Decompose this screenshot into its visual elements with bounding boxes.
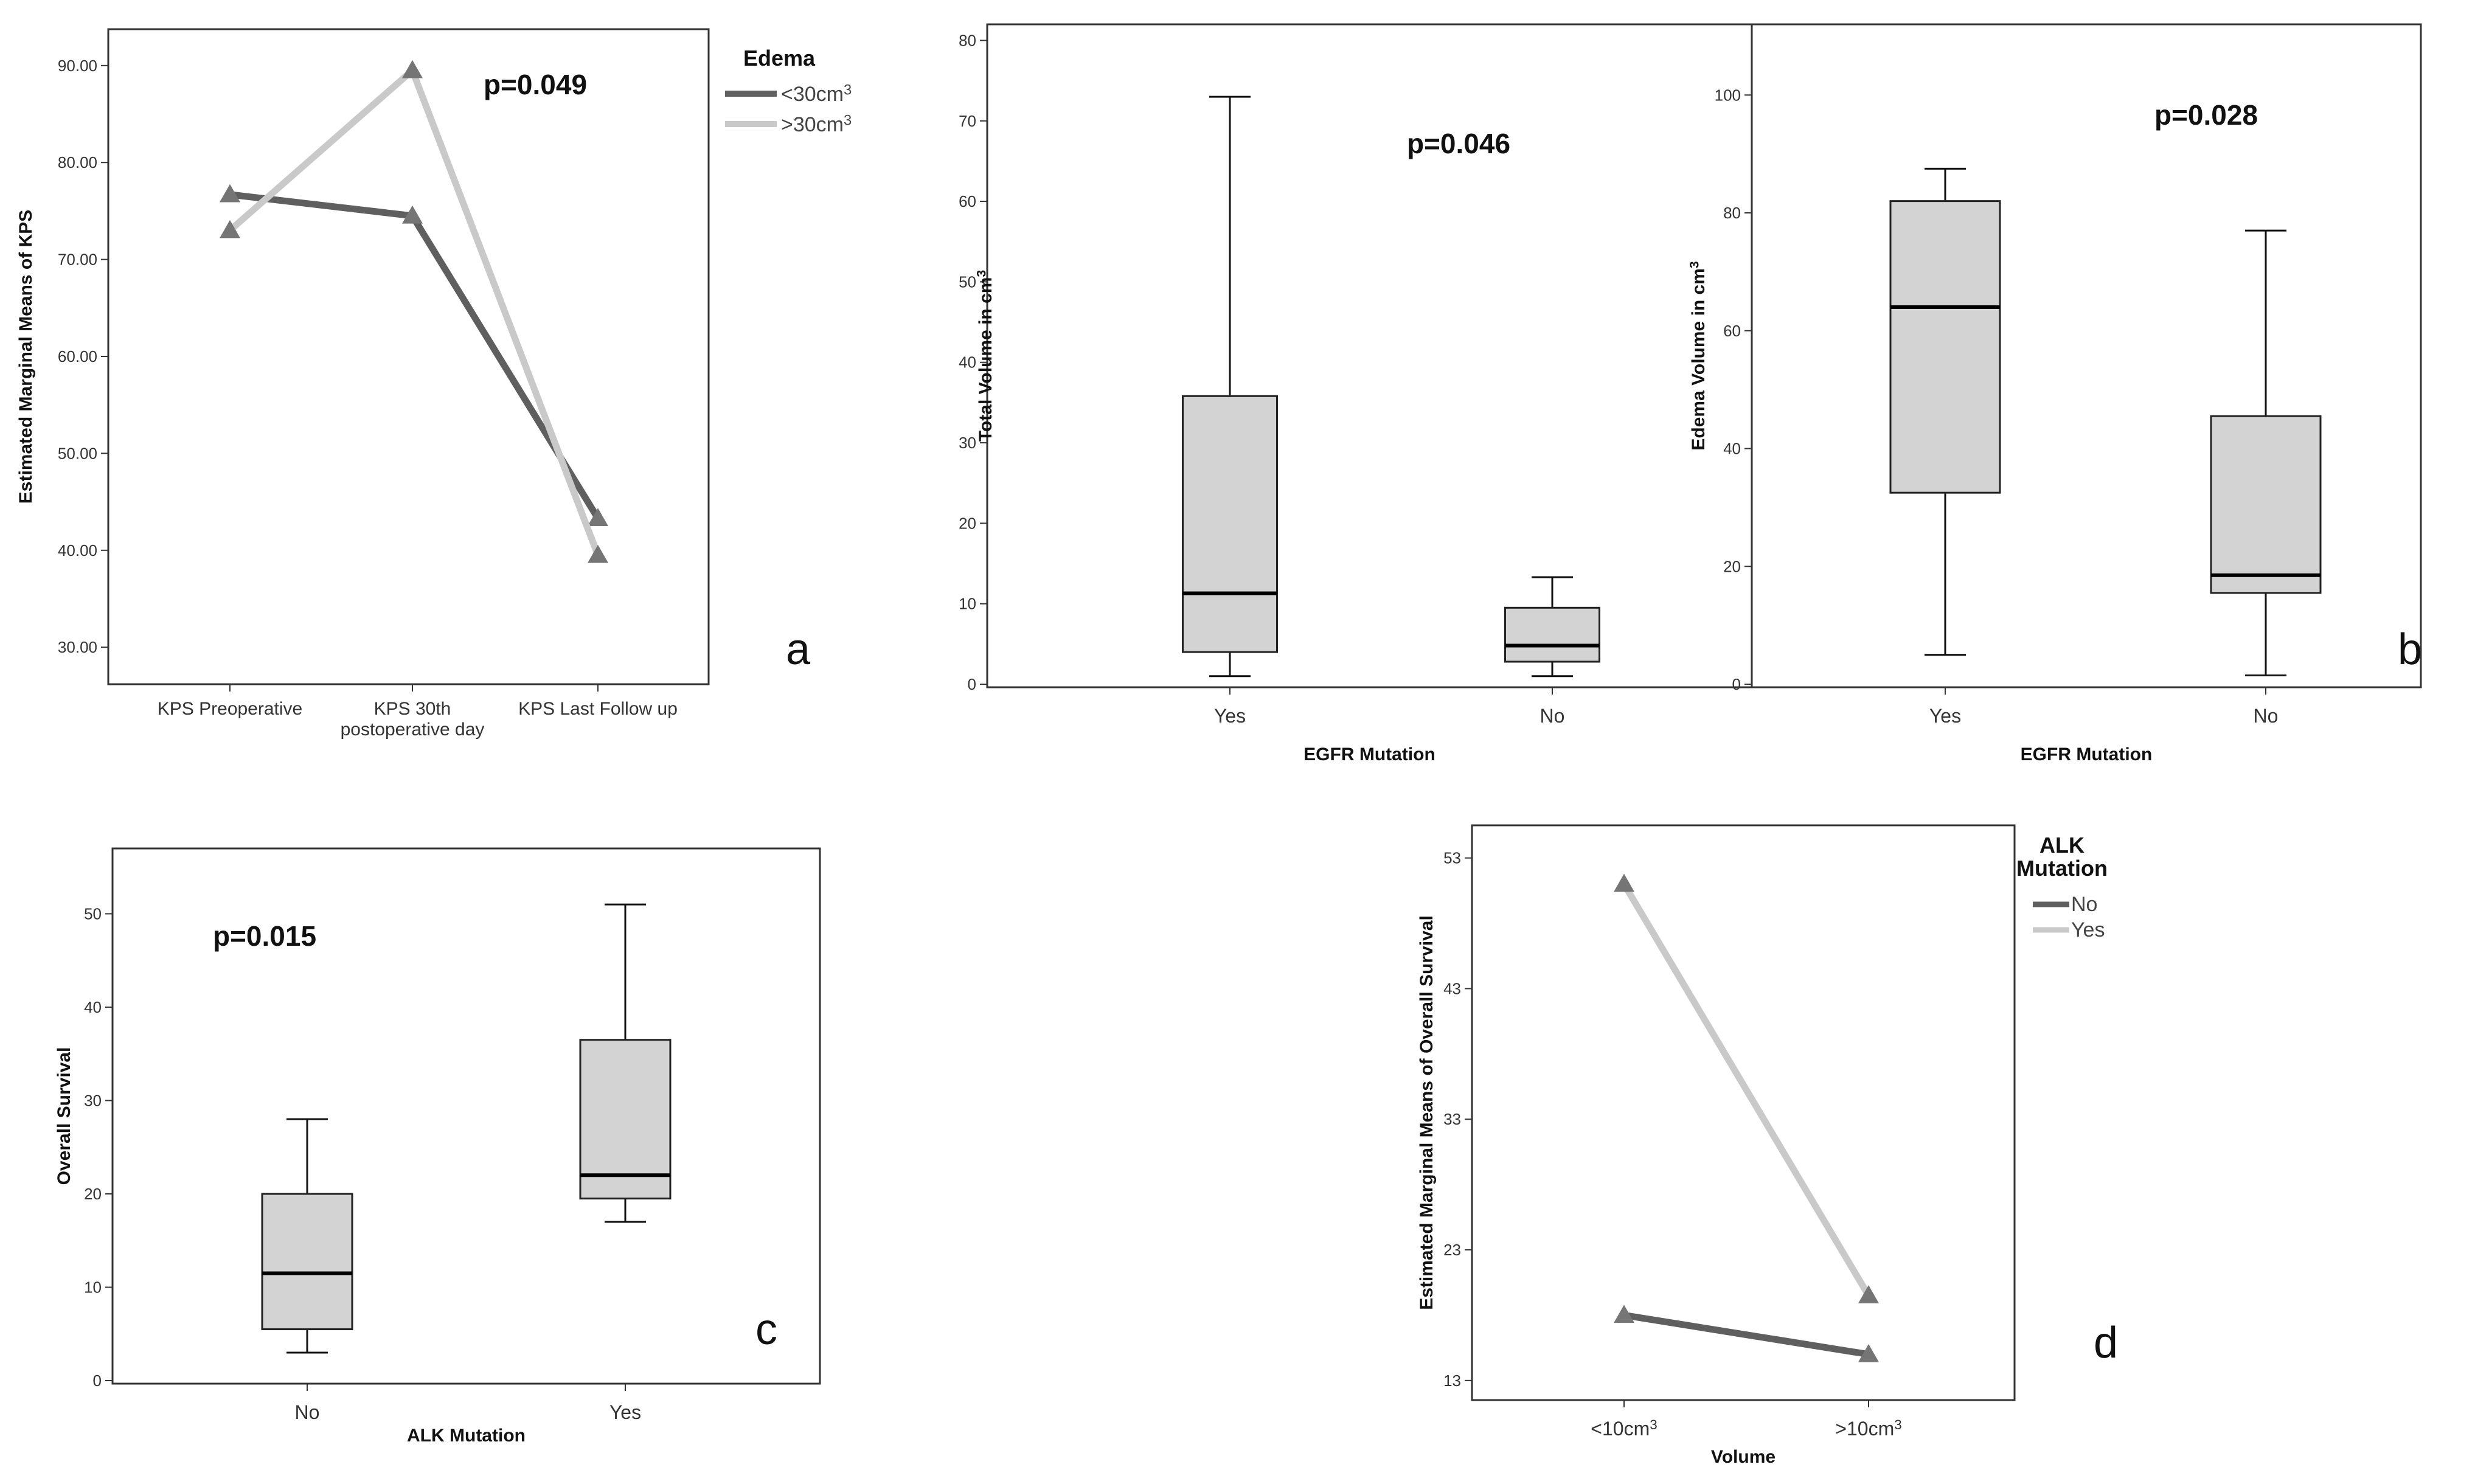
chart-b1-ytick-label: 80 — [959, 31, 976, 49]
chart-b1-ytick-label: 20 — [959, 514, 976, 532]
chart-a-series-1-line — [227, 67, 602, 556]
chart-d-ytick-label: 33 — [1443, 1110, 1461, 1128]
chart-d-panel-label: d — [2094, 1319, 2118, 1367]
chart-c-ytick-label: 10 — [84, 1278, 102, 1296]
chart-b1-xlabel: EGFR Mutation — [1303, 744, 1435, 765]
chart-b2-p-value: p=0.028 — [2154, 99, 2258, 131]
chart-c-box-1-iqr — [579, 1039, 672, 1200]
chart-b1-ytick-label: 30 — [959, 434, 976, 452]
chart-a-ytick-label: 70.00 — [58, 251, 97, 269]
chart-d-ytick-label: 23 — [1443, 1241, 1461, 1259]
chart-d-ytick-label: 53 — [1443, 849, 1461, 867]
chart-a-series-1-point — [588, 544, 608, 563]
chart-b1-ytick-label: 60 — [959, 192, 976, 210]
chart-d-series-0-point — [1614, 1305, 1634, 1323]
chart-a-series-0-point — [402, 205, 423, 224]
chart-b2-ytick-label: 60 — [1723, 322, 1741, 340]
chart-a-xtick-label: postoperative day — [341, 719, 485, 740]
chart-a-series-0-point — [220, 184, 240, 203]
chart-d-legend-title-line1: ALK — [2039, 833, 2084, 858]
chart-a-series-0-line — [229, 191, 601, 521]
chart-b1-p-value: p=0.046 — [1407, 128, 1510, 159]
chart-b2-xtick-label: Yes — [1929, 705, 1961, 727]
chart-b1-ytick-label: 50 — [959, 272, 976, 291]
chart-a-xtick-label: KPS Last Follow up — [518, 699, 678, 719]
chart-b1-box-1-iqr — [1504, 606, 1600, 663]
chart-d-series-0-line — [1623, 1311, 1869, 1358]
chart-d-xlabel: Volume — [1711, 1447, 1776, 1467]
chart-c-frame — [111, 847, 821, 1385]
chart-a-xtick-label: KPS 30th — [374, 699, 451, 719]
chart-a-ytick-label: 90.00 — [58, 57, 97, 75]
chart-a-legend-title: Edema — [743, 46, 816, 71]
chart-d-xtick-label: >10cm3 — [1835, 1417, 1901, 1440]
chart-d-xtick-label: <10cm3 — [1591, 1417, 1657, 1440]
chart-d-legend-title-line2: Mutation — [2016, 856, 2108, 881]
chart-d-series-0-point — [1858, 1344, 1879, 1362]
chart-b2-ytick-label: 20 — [1723, 557, 1741, 575]
chart-d-series-1-point — [1858, 1285, 1879, 1303]
chart-b2-xlabel: EGFR Mutation — [2021, 744, 2153, 765]
chart-d-frame — [1471, 824, 2016, 1401]
chart-d-series-1-line — [1621, 882, 1872, 1297]
chart-a-ytick-label: 30.00 — [58, 638, 97, 656]
chart-b2-ytick-label: 40 — [1723, 440, 1741, 458]
chart-a-series-1-point — [402, 60, 423, 78]
chart-b1-ytick-label: 70 — [959, 112, 976, 130]
chart-a-ylabel: Estimated Marginal Means of KPS — [16, 210, 36, 504]
chart-a-panel-label: a — [786, 625, 811, 674]
chart-b2-xtick-label: No — [2254, 705, 2279, 727]
chart-b2-ytick-label: 100 — [1715, 86, 1741, 104]
chart-a-legend-label-1: >30cm3 — [781, 112, 852, 136]
chart-c-p-value: p=0.015 — [213, 920, 316, 952]
chart-a-frame — [107, 28, 710, 685]
chart-b2-ytick-label: 80 — [1723, 204, 1741, 222]
chart-b2-frame — [1751, 23, 2422, 688]
chart-c-ytick-label: 40 — [84, 998, 102, 1016]
chart-c-xtick-label: No — [295, 1401, 320, 1423]
chart-a-ytick-label: 40.00 — [58, 541, 97, 560]
chart-b1-ytick-label: 40 — [959, 353, 976, 372]
chart-b1-xtick-label: Yes — [1214, 705, 1246, 727]
chart-c-box-0-iqr — [261, 1193, 353, 1331]
chart-c-xlabel: ALK Mutation — [407, 1426, 526, 1446]
chart-b1-frame — [986, 23, 1753, 688]
chart-d-legend-label-1: Yes — [2071, 918, 2105, 941]
chart-c-ytick-label: 0 — [93, 1371, 102, 1390]
chart-a-series-1-point — [220, 220, 240, 238]
chart-a-ytick-label: 50.00 — [58, 444, 97, 462]
chart-c-panel-label: c — [755, 1305, 777, 1354]
chart-a-ytick-label: 80.00 — [58, 153, 97, 172]
chart-c-xtick-label: Yes — [609, 1401, 641, 1423]
chart-c-ytick-label: 30 — [84, 1091, 102, 1109]
chart-d-ylabel: Estimated Marginal Means of Overall Surv… — [1417, 915, 1437, 1310]
chart-a-series-0-point — [588, 508, 608, 526]
chart-a-p-value: p=0.049 — [484, 69, 587, 100]
chart-a-legend-label-0: <30cm3 — [781, 81, 852, 106]
chart-b2-box-1-iqr — [2210, 415, 2322, 594]
chart-c-ytick-label: 50 — [84, 904, 102, 923]
chart-b2-ytick-label: 0 — [1732, 675, 1741, 693]
chart-d-ytick-label: 13 — [1443, 1371, 1461, 1390]
chart-d-ytick-label: 43 — [1443, 979, 1461, 997]
chart-c-ylabel: Overall Survival — [54, 1047, 74, 1185]
chart-b2-box-0-iqr — [1889, 200, 2001, 494]
chart-b1-ytick-label: 0 — [968, 675, 976, 693]
chart-b1-box-0-iqr — [1182, 395, 1278, 653]
chart-d-series-1-point — [1614, 873, 1634, 892]
chart-a-ytick-label: 60.00 — [58, 347, 97, 366]
chart-c-ytick-label: 20 — [84, 1185, 102, 1203]
chart-b1-ylabel: Total Volume in cm3 — [975, 270, 996, 442]
chart-d-legend-label-0: No — [2071, 893, 2097, 916]
chart-b1-xtick-label: No — [1540, 705, 1565, 727]
chart-a-xtick-label: KPS Preoperative — [158, 699, 302, 719]
chart-b1-ytick-label: 10 — [959, 595, 976, 613]
chart-b2-ylabel: Edema Volume in cm3 — [1688, 261, 1709, 450]
chart-b2-panel-label: b — [2398, 625, 2422, 674]
